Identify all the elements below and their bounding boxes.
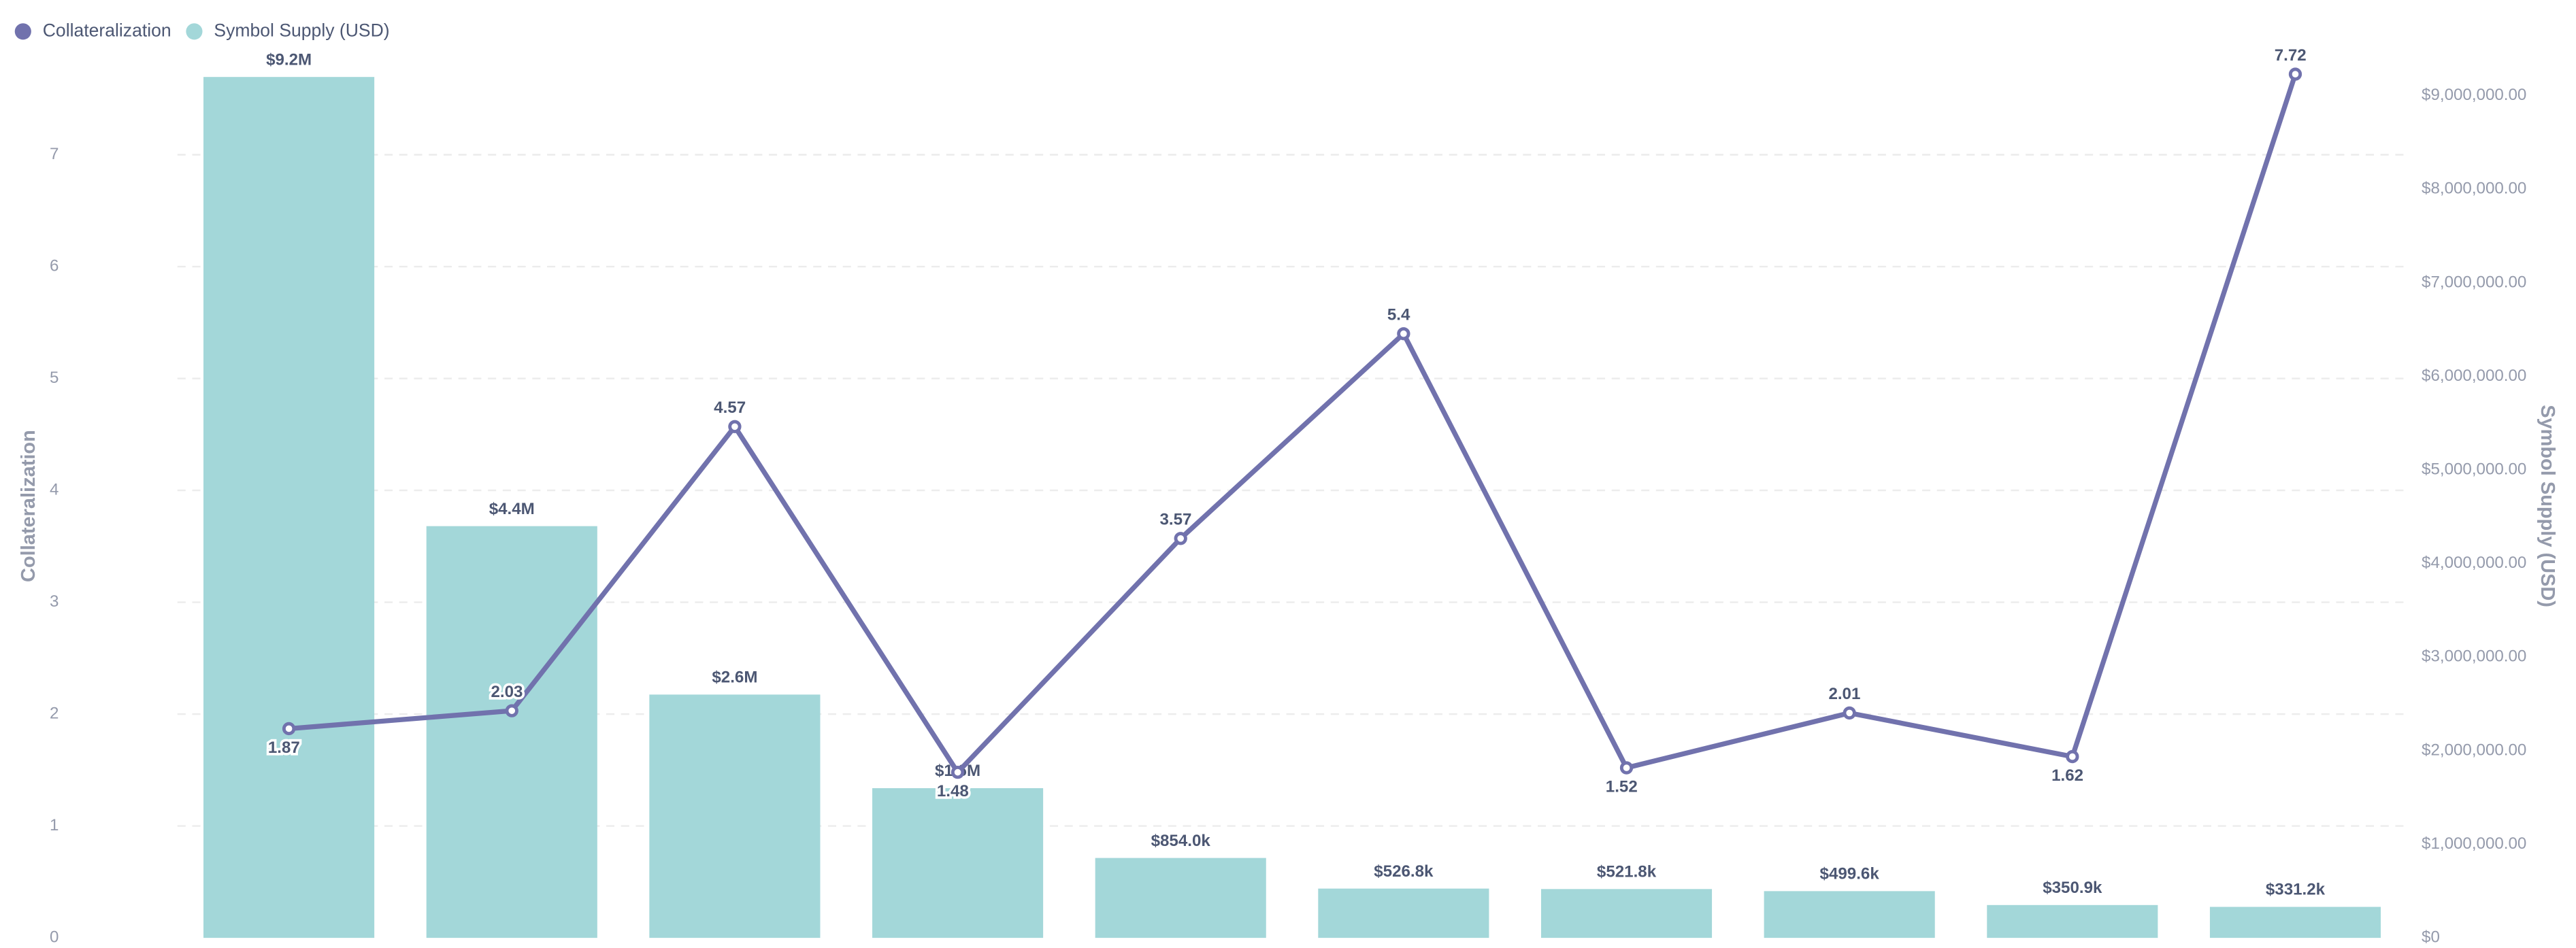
line-label: 1.52 bbox=[1606, 777, 1638, 796]
y2-tick-label: $8,000,000.00 bbox=[2422, 180, 2526, 198]
bar-label: $2.6M bbox=[712, 668, 757, 687]
line-point bbox=[282, 722, 296, 736]
legend-swatch bbox=[14, 23, 31, 40]
line-point bbox=[2066, 749, 2079, 764]
y2-tick-label: $1,000,000.00 bbox=[2422, 834, 2526, 853]
y2-tick-label: $0 bbox=[2422, 928, 2440, 946]
bar bbox=[872, 788, 1044, 938]
line-point bbox=[1174, 532, 1187, 545]
line-label: 3.57 bbox=[1159, 511, 1191, 529]
bar-label: $499.6k bbox=[1820, 865, 1880, 883]
line-label: 2.01 bbox=[1828, 685, 1860, 703]
y2-tick-label: $5,000,000.00 bbox=[2422, 460, 2526, 478]
line-label: 1.87 bbox=[268, 739, 300, 757]
line-point bbox=[1619, 761, 1634, 775]
y2-tick-label: $2,000,000.00 bbox=[2422, 741, 2526, 759]
y-tick-label: 3 bbox=[50, 592, 59, 611]
line-label: 1.62 bbox=[2051, 766, 2083, 785]
bar bbox=[1318, 888, 1489, 938]
legend-label: Collateralization bbox=[43, 20, 171, 40]
line-point bbox=[2288, 67, 2302, 81]
line-label: 1.48 bbox=[937, 782, 969, 800]
line-point bbox=[1397, 327, 1410, 341]
bar bbox=[1095, 858, 1266, 938]
y-tick-label: 7 bbox=[50, 145, 59, 163]
bar-label: $526.8k bbox=[1374, 862, 1434, 881]
bar bbox=[1540, 889, 1713, 938]
y2-tick-label: $3,000,000.00 bbox=[2422, 647, 2526, 666]
bar-label: $331.2k bbox=[2266, 881, 2326, 899]
bar-label: $9.2M bbox=[266, 50, 312, 69]
line-label: 2.03 bbox=[491, 683, 523, 701]
line bbox=[288, 73, 2298, 775]
bar bbox=[649, 694, 821, 938]
y2-tick-label: $7,000,000.00 bbox=[2422, 273, 2526, 291]
y-tick-label: 5 bbox=[50, 369, 59, 387]
bar-label: $4.4M bbox=[489, 500, 535, 518]
bar bbox=[203, 77, 375, 938]
y-axis-title: Collateralization bbox=[18, 430, 39, 582]
y2-tick-label: $4,000,000.00 bbox=[2422, 554, 2526, 572]
line-label: 5.4 bbox=[1387, 306, 1410, 324]
y-tick-label: 2 bbox=[50, 704, 59, 722]
line-point bbox=[951, 765, 965, 779]
bar bbox=[426, 526, 597, 938]
legend-label: Symbol Supply (USD) bbox=[214, 20, 389, 40]
y2-axis-title: Symbol Supply (USD) bbox=[2537, 405, 2558, 607]
line-point bbox=[728, 420, 742, 433]
line-point bbox=[1843, 706, 1856, 720]
bar-label: $350.9k bbox=[2043, 879, 2102, 897]
y-tick-label: 0 bbox=[50, 928, 59, 946]
y-tick-label: 1 bbox=[50, 816, 59, 834]
line-point bbox=[505, 704, 518, 717]
bar bbox=[2209, 907, 2381, 938]
bar-label: $521.8k bbox=[1597, 863, 1657, 881]
bar bbox=[1764, 891, 1935, 938]
y2-tick-label: $6,000,000.00 bbox=[2422, 367, 2526, 385]
line-label: 7.72 bbox=[2275, 46, 2307, 65]
bar bbox=[1987, 904, 2158, 938]
y-tick-label: 4 bbox=[50, 480, 59, 498]
legend-swatch bbox=[186, 23, 203, 40]
bar-label: $854.0k bbox=[1151, 832, 1211, 850]
y2-tick-label: $9,000,000.00 bbox=[2422, 86, 2526, 104]
line-label: 4.57 bbox=[714, 399, 746, 417]
y-tick-label: 6 bbox=[50, 256, 59, 275]
